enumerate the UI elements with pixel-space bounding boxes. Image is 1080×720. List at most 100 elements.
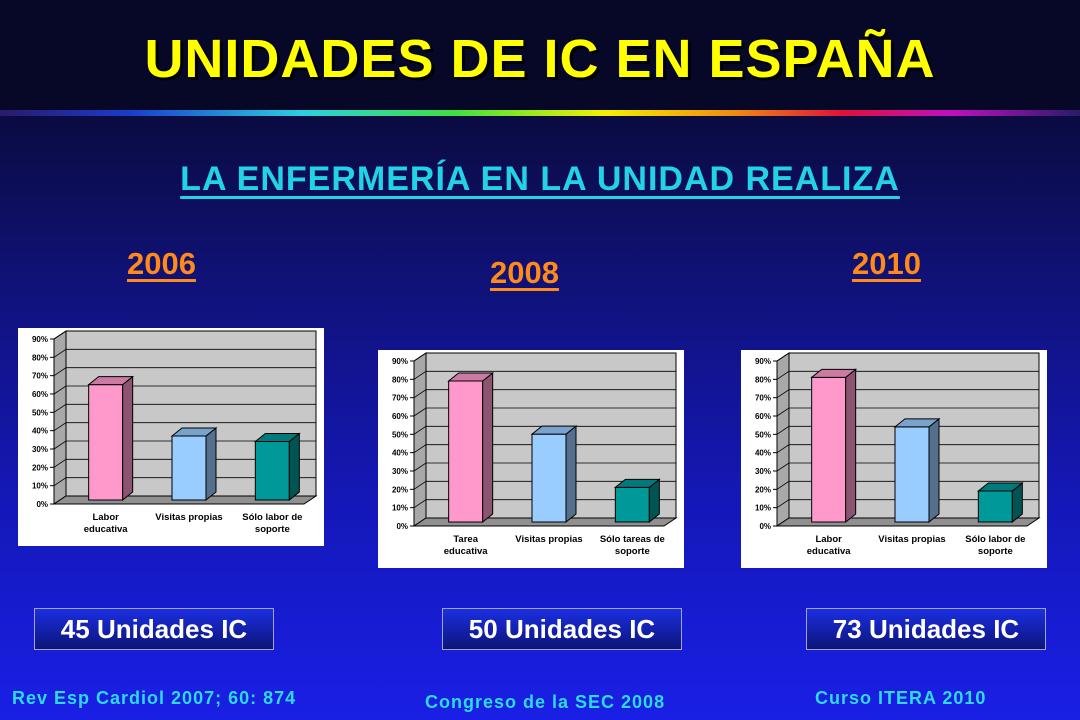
gridline [413,480,676,490]
y-tick-label: 60% [32,390,48,399]
gridline [413,499,676,508]
units-count-2006: 45 Unidades IC [34,608,274,650]
x-category-label: Labor [92,512,119,523]
title-band [0,0,1080,112]
gridline [776,389,1039,398]
x-category-label: Labor [815,534,842,545]
plot-side-wall [53,330,67,505]
bar-front [448,380,484,523]
y-tick-label: 50% [755,430,771,439]
bar-side [928,417,940,524]
y-tick-label: 70% [32,372,48,381]
bar-side [482,371,494,524]
bar-front [614,486,650,523]
year-2008: 2008 [490,255,559,290]
x-category-label: educativa [807,546,852,557]
y-tick-label: 20% [392,485,408,494]
subtitle-text: LA ENFERMERÍA EN LA UNIDAD REALIZA [180,160,900,198]
y-tick-label: 60% [392,412,408,421]
y-tick-label: 10% [392,504,408,513]
y-tick-label: 10% [755,504,771,513]
bar-top [447,372,495,382]
reference-2006: Rev Esp Cardiol 2007; 60: 874 [12,688,297,708]
x-category-label: soporte [255,524,290,535]
x-category-label: Sólo labor de [242,512,302,523]
y-tick-label: 40% [392,449,408,458]
bar-front [894,426,930,523]
subtitle: LA ENFERMERÍA EN LA UNIDAD REALIZA [0,160,1080,199]
x-category-label: educativa [84,524,129,535]
chart-2006-svg: 0% 10% 20% 30% 40% 50% 60% 70% 80% 90% Laboreducat… [32,330,318,535]
reference-2010: Curso ITERA 2010 [815,688,987,708]
bar-front [254,441,290,501]
y-tick-label: 20% [32,463,48,472]
gridline [53,385,316,395]
y-tick-label: 90% [755,357,771,366]
gridline [53,348,316,358]
gridline [413,425,676,435]
y-tick-label: 50% [32,408,48,417]
y-tick-label: 0% [759,522,771,531]
bar-side [122,375,134,502]
chart-2008: 0% 10% 20% 30% 40% 50% 60% 70% 80% 90% Tarea educat… [378,350,684,568]
gridline [776,462,1039,472]
bar-top [170,427,218,437]
bar-front [88,384,124,501]
plot-side-wall [413,352,427,527]
bar-top [613,478,661,488]
bar-top [530,425,578,435]
y-tick-label: 10% [32,482,48,491]
chart-2006: 0% 10% 20% 30% 40% 50% 60% 70% 80% 90% Labor educat… [18,328,324,546]
y-tick-label: 30% [392,467,408,476]
y-tick-label: 40% [32,427,48,436]
gridline [413,389,676,398]
gridline [53,330,316,340]
x-category-label: Visitas propias [878,534,945,545]
x-category-label: Tarea [453,534,478,545]
y-tick-label: 90% [32,335,48,344]
chart-2008-svg: 0% 10% 20% 30% 40% 50% 60% 70% 80% 90% Tareaeducat… [392,352,678,557]
gridline [53,422,316,431]
units-count-2008: 50 Unidades IC [442,608,682,650]
bar-top [976,482,1024,492]
y-tick-label: 70% [392,394,408,403]
x-category-label: soporte [978,546,1013,557]
gridline [53,458,316,468]
y-tick-label: 0% [396,522,408,531]
rainbow-divider [0,110,1080,116]
gridline [776,425,1039,435]
gridline [776,480,1039,490]
bar-top [87,376,135,386]
bar-front [811,376,847,523]
gridline [776,407,1039,417]
y-tick-label: 0% [36,500,48,509]
chart-2010: 0% 10% 20% 30% 40% 50% 60% 70% 80% 90% Labor educat… [741,350,1047,568]
y-tick-label: 50% [392,430,408,439]
x-category-label: Visitas propias [155,512,222,523]
y-tick-label: 70% [755,394,771,403]
bar-side [845,368,857,524]
bar-front [171,435,207,501]
gridline [776,499,1039,508]
gridline [413,352,676,362]
gridline [53,440,316,450]
bar-top [893,418,941,428]
plot-side-wall [776,352,790,527]
chart-2010-svg: 0% 10% 20% 30% 40% 50% 60% 70% 80% 90% Laboreducat… [755,352,1041,557]
y-tick-label: 80% [755,375,771,384]
x-category-label: Sólo tareas de [600,534,665,545]
gridline [413,444,676,453]
y-tick-label: 30% [32,445,48,454]
bar-side [205,426,217,502]
bar-side [288,432,300,502]
reference-2008: Congreso de la SEC 2008 [425,692,666,712]
gridline [413,370,676,380]
bar-top [253,433,301,442]
gridline [53,367,316,376]
bar-top [810,368,858,378]
gridline [53,477,316,486]
year-2010: 2010 [852,246,921,281]
gridline [413,462,676,472]
y-tick-label: 20% [755,485,771,494]
y-tick-label: 80% [32,353,48,362]
